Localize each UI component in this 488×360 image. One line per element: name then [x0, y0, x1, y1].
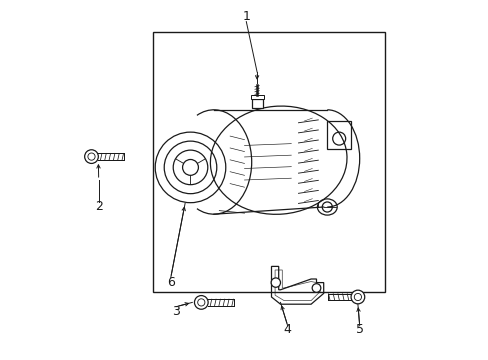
Circle shape — [311, 284, 320, 292]
Circle shape — [270, 278, 280, 287]
Text: 5: 5 — [355, 323, 363, 336]
Text: 3: 3 — [172, 305, 180, 318]
Circle shape — [350, 290, 364, 304]
Bar — [250, 95, 263, 99]
Circle shape — [84, 150, 98, 163]
Circle shape — [194, 296, 208, 309]
Bar — [251, 99, 262, 108]
Text: 1: 1 — [242, 10, 250, 23]
Text: 4: 4 — [283, 323, 291, 336]
Text: 2: 2 — [95, 201, 102, 213]
Text: 6: 6 — [166, 276, 174, 289]
Circle shape — [88, 153, 95, 160]
Bar — [152, 32, 384, 292]
Circle shape — [354, 293, 361, 301]
Circle shape — [197, 299, 204, 306]
Bar — [326, 121, 350, 149]
